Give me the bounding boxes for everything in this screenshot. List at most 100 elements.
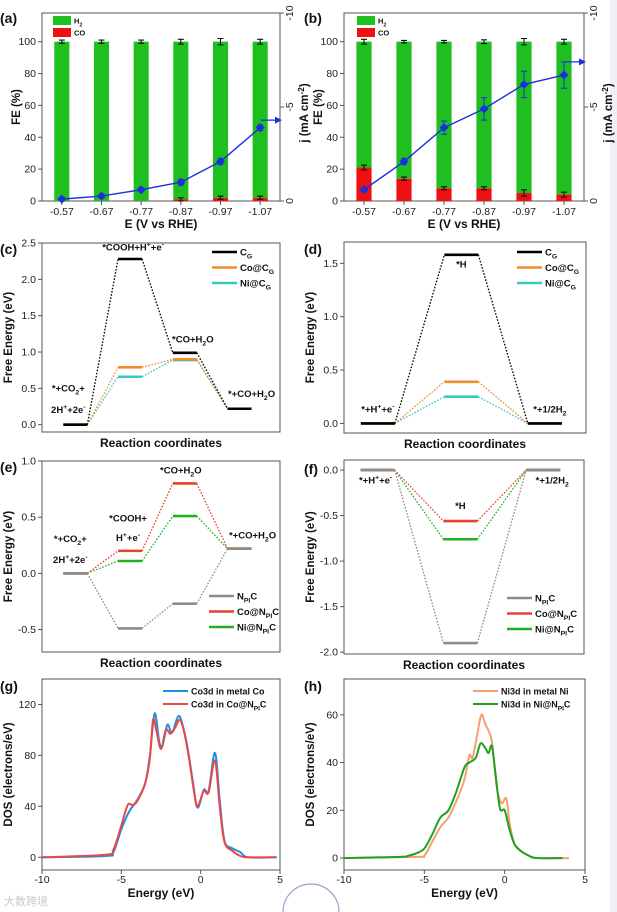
y-tick-label: 100 <box>18 36 36 48</box>
error-bar <box>401 39 407 44</box>
axes-frame <box>41 678 281 871</box>
step-label: *H <box>456 260 467 271</box>
transition-line <box>196 483 229 549</box>
legend-label: H2 <box>378 17 386 29</box>
transition-line <box>141 358 173 368</box>
error-bar <box>561 191 567 198</box>
error-bar <box>481 186 487 191</box>
bar-co <box>516 193 532 201</box>
x-tick-label: -5 <box>117 874 126 886</box>
legend-label: Co@NPIC <box>535 609 577 622</box>
transition-line <box>476 469 527 644</box>
bar-h2 <box>252 41 268 198</box>
axes-frame <box>343 12 585 202</box>
bar-h2 <box>54 41 70 202</box>
y-tick-label: 0.0 <box>323 418 338 430</box>
step-label: *+CO2+ <box>54 534 87 547</box>
axes-frame <box>41 242 281 433</box>
dos-curve <box>41 712 277 859</box>
transition-line <box>196 515 229 550</box>
step-label: *+1/2H2 <box>533 405 566 418</box>
x-tick-label: 0 <box>198 874 204 886</box>
x-tick-label: -0.87 <box>169 206 193 218</box>
current-density-point <box>399 157 409 167</box>
step-label: *+CO+H2O <box>228 389 275 402</box>
y-tick-label: 40 <box>326 757 338 769</box>
current-density-point <box>439 123 449 133</box>
x-tick-label: 5 <box>582 874 588 886</box>
transition-line <box>477 381 529 424</box>
x-tick-label: -1.07 <box>248 206 272 218</box>
y-tick-label: 1.0 <box>21 347 36 359</box>
error-bar <box>138 39 145 44</box>
legend-label: Ni@NPIC <box>535 625 574 638</box>
current-density-point <box>57 194 67 204</box>
y-tick-label: 40 <box>24 132 36 144</box>
x-tick-label: -0.67 <box>392 206 416 218</box>
x-tick-label: -1.07 <box>552 206 576 218</box>
panel-b: (b) 0 20 40 60 80 100 FE (%) E (V vs RHE) -0.57 -0… <box>304 5 615 231</box>
legend-label: Ni3d in metal Ni <box>501 687 569 697</box>
transition-line <box>86 573 119 629</box>
transition-line <box>141 359 174 378</box>
y-tick-label: 60 <box>326 100 338 112</box>
y-tick-label: 1.5 <box>323 258 338 270</box>
y-tick-label: 0 <box>30 196 36 208</box>
y-axis-label: DOS (electrons/eV) <box>305 722 317 826</box>
error-bar <box>521 37 527 46</box>
transition-line <box>196 358 229 410</box>
step-label: 2H++2e- <box>53 554 88 566</box>
legend-label: NPIC <box>237 592 257 605</box>
x-axis-label: Reaction coordinates <box>403 658 525 672</box>
y-axis-label: Free Energy (eV) <box>305 292 317 384</box>
panel-label: (f) <box>304 461 318 477</box>
y-tick-label: 0.0 <box>21 568 36 580</box>
y-tick-label: 0 <box>332 196 338 208</box>
transition-line <box>393 469 445 644</box>
x-tick-label: -0.57 <box>352 206 376 218</box>
y-tick-label: 60 <box>24 100 36 112</box>
x-tick-label: -5 <box>420 874 429 886</box>
current-density-point <box>136 185 146 195</box>
step-label: *COOH+ <box>109 514 147 525</box>
step-label: *+H++e- <box>359 475 392 487</box>
current-density-point <box>479 104 489 114</box>
y2-axis-label: j (mA cm-2) <box>601 83 615 144</box>
y-axis-label: Free Energy (eV) <box>3 292 15 384</box>
error-bar <box>521 189 527 197</box>
legend-label: NPIC <box>535 594 555 607</box>
x-axis-label: Reaction coordinates <box>100 656 222 670</box>
y-tick-label: 1.5 <box>21 310 36 322</box>
transition-line <box>394 469 444 540</box>
transition-line <box>141 603 174 629</box>
current-density-point <box>216 157 225 167</box>
x-tick-label: 5 <box>277 874 283 886</box>
dos-curve <box>41 717 276 859</box>
legend-swatch <box>357 16 375 25</box>
x-axis-label: E (V vs RHE) <box>125 217 198 231</box>
panel-label: (d) <box>304 241 322 257</box>
step-label: *+CO+H2O <box>229 531 276 544</box>
y-tick-label: -0.5 <box>320 510 338 522</box>
panel-d: (d) 0.0 0.5 1.0 1.5 Free Energy (eV) Reaction … <box>304 241 587 451</box>
step-label: 2H++2e- <box>51 404 86 416</box>
transition-line <box>141 515 174 562</box>
y-tick-label: 20 <box>326 805 338 817</box>
transition-line <box>394 396 445 424</box>
x-axis-label: E (V vs RHE) <box>428 217 501 231</box>
y-axis-label: FE (%) <box>313 89 325 125</box>
error-bar <box>217 37 224 46</box>
y-tick-label: 1.0 <box>323 311 338 323</box>
legend-label: Co@CG <box>545 263 579 276</box>
right-arrow-icon <box>579 58 586 66</box>
error-bar <box>98 39 105 44</box>
current-density-line <box>363 74 565 191</box>
transition-line <box>478 396 529 424</box>
current-density-point <box>519 79 529 89</box>
transition-line <box>476 469 527 540</box>
legend-label: Co3d in Co@NPIC <box>191 700 267 713</box>
bar-co <box>556 194 572 201</box>
transition-line <box>141 258 174 353</box>
y-tick-label: -1.0 <box>320 556 338 568</box>
